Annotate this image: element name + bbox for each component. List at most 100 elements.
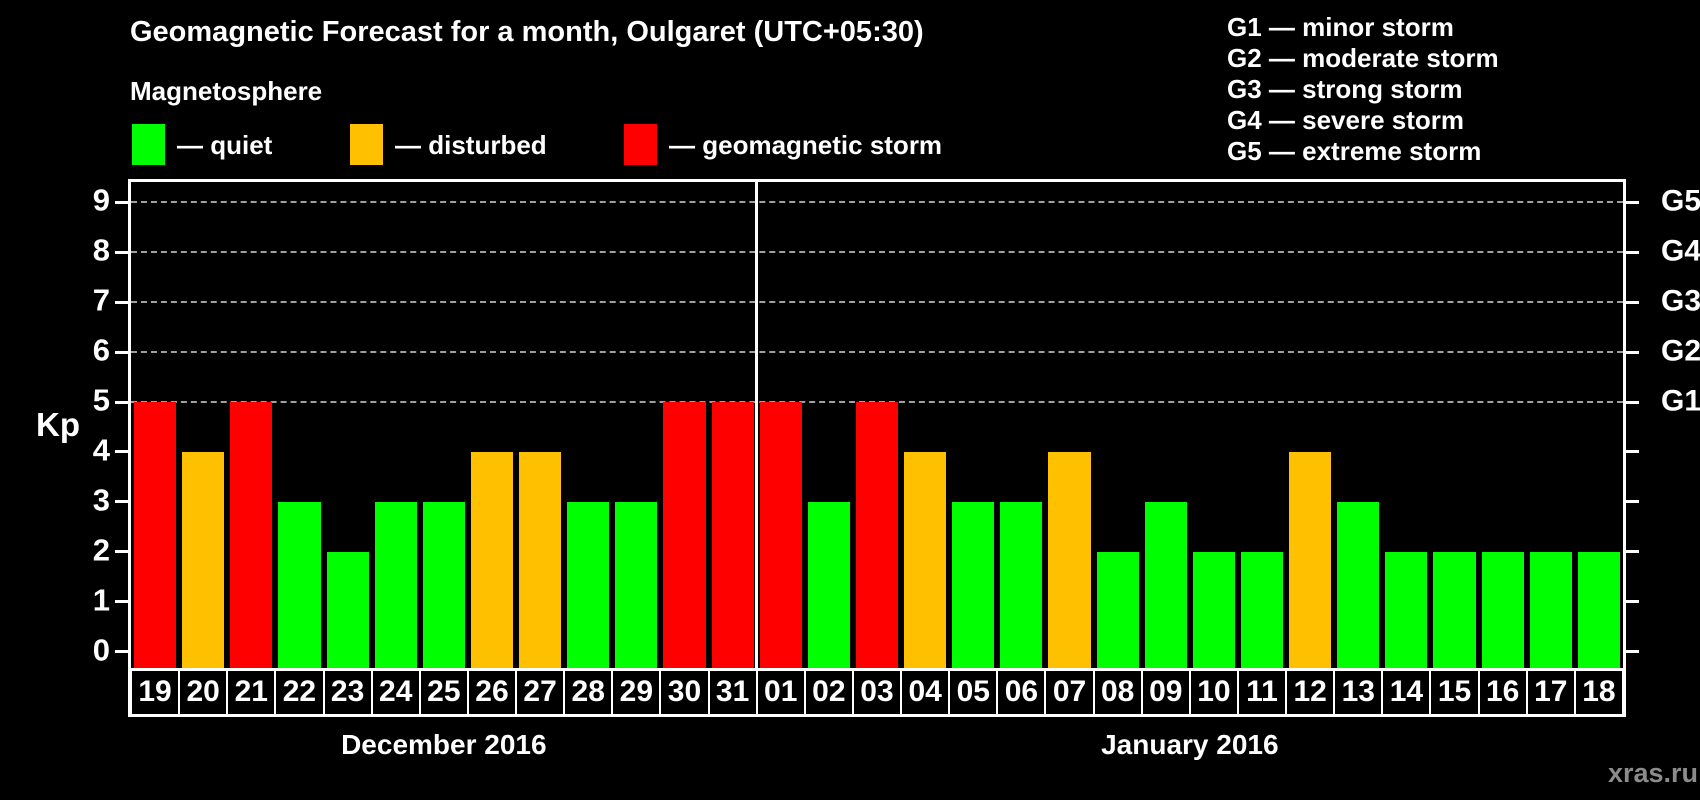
watermark: xras.ru (1607, 758, 1698, 788)
kp-bar-day-28 (567, 501, 610, 668)
day-label-cell: 21 (228, 670, 275, 714)
kp-bar-day-22 (278, 501, 321, 668)
day-label-cell: 18 (1575, 670, 1622, 714)
gridline-kp8 (131, 251, 1623, 254)
day-label-cell: 20 (180, 670, 227, 714)
day-label-cell: 02 (805, 670, 852, 714)
day-label-cell: 26 (468, 670, 516, 714)
status-legend: — quiet — disturbed — geomagnetic storm (132, 122, 1032, 168)
magnetosphere-label: Magnetosphere (130, 76, 323, 106)
y-axis-tick-left (115, 350, 128, 354)
kp-bar-day-11 (1240, 551, 1284, 668)
y-axis-tick-left (115, 600, 128, 604)
month-label: January 2016 (1101, 729, 1279, 760)
day-label-cell: 09 (1142, 670, 1189, 714)
y-axis-tick-left (115, 300, 128, 304)
storm-scale-legend-line: G4 — severe storm (1227, 105, 1465, 135)
day-label-cell: 19 (132, 670, 179, 714)
month-label: December 2016 (341, 729, 547, 760)
kp-bar-day-18 (1577, 551, 1620, 668)
legend-item-label: — disturbed (395, 130, 547, 160)
kp-bar-day-10 (1192, 551, 1235, 668)
y-axis-tick-label: 2 (92, 532, 110, 568)
y-axis-tick-label: 9 (92, 182, 110, 218)
y-axis-tick-right (1626, 400, 1639, 404)
gridline-kp9 (131, 201, 1623, 204)
day-label-cell: 05 (950, 670, 997, 714)
y-axis-tick-right (1626, 600, 1639, 604)
kp-bar-day-08 (1096, 551, 1139, 668)
day-label-cell: 31 (709, 670, 756, 714)
kp-bar-day-02 (807, 501, 850, 668)
y-axis-tick-label: 4 (92, 432, 110, 468)
quiet-swatch-icon (132, 124, 165, 165)
day-label-cell: 27 (517, 670, 564, 714)
kp-bar-day-03 (855, 402, 899, 668)
day-label-cell: 13 (1335, 670, 1382, 714)
y-axis-tick-label: 6 (92, 332, 110, 368)
y-axis-tick-left (115, 500, 128, 504)
kp-bar-day-05 (952, 501, 995, 668)
day-label-cell: 11 (1238, 670, 1286, 714)
gridline-kp7 (131, 301, 1623, 304)
day-label-cell: 29 (613, 670, 660, 714)
day-label-cell: 30 (661, 670, 708, 714)
y-axis-tick-left (115, 400, 128, 404)
y-axis-tick-right (1626, 250, 1639, 254)
storm-scale-legend: G1 — minor storm G2 — moderate storm G3 — … (1227, 12, 1499, 167)
g-scale-label-g2: G2 (1661, 334, 1700, 368)
y-axis-tick-left (115, 450, 128, 454)
kp-bar-day-26 (470, 451, 514, 668)
kp-bar-day-01 (759, 402, 802, 668)
y-axis-tick-label: 0 (92, 632, 110, 668)
kp-bar-day-04 (904, 451, 947, 668)
legend-item-label: — quiet (177, 130, 273, 160)
y-axis-tick-left (115, 650, 128, 653)
y-axis-tick-right (1626, 300, 1639, 304)
day-label-cell: 04 (902, 670, 949, 714)
day-label-cell: 25 (420, 670, 467, 714)
y-axis-tick-right (1626, 650, 1639, 653)
day-label-cell: 14 (1383, 670, 1430, 714)
y-axis-label: Kp (36, 406, 80, 443)
day-label-cell: 15 (1431, 670, 1478, 714)
kp-bar-day-23 (326, 551, 369, 668)
storm-scale-legend-line: G5 — extreme storm (1227, 136, 1482, 166)
kp-bar-day-17 (1529, 551, 1572, 668)
day-label-cell: 24 (372, 670, 419, 714)
y-axis-tick-left (115, 250, 128, 254)
legend-item-quiet: — quiet (132, 122, 392, 168)
day-label-cell: 17 (1527, 670, 1574, 714)
kp-bar-day-06 (1000, 501, 1043, 668)
day-label-cell: 01 (757, 670, 804, 714)
kp-bar-day-29 (615, 501, 658, 668)
kp-bar-day-21 (230, 402, 273, 668)
kp-bar-day-19 (134, 402, 177, 668)
y-axis-tick-left (115, 200, 128, 204)
kp-bar-day-31 (711, 402, 754, 668)
kp-bar-day-24 (374, 501, 417, 668)
kp-bar-day-15 (1433, 551, 1476, 668)
day-label-cell: 12 (1287, 670, 1334, 714)
y-axis-tick-label: 7 (92, 282, 110, 318)
day-label-cell: 10 (1190, 670, 1237, 714)
y-axis-tick-right (1626, 350, 1639, 354)
storm-swatch-icon (624, 124, 657, 165)
legend-item-storm: — geomagnetic storm (624, 122, 942, 168)
storm-scale-legend-line: G1 — minor storm (1227, 12, 1454, 42)
y-axis-tick-label: 1 (92, 582, 110, 618)
day-label-cell: 28 (565, 670, 612, 714)
y-axis-tick-left (115, 550, 128, 554)
y-axis-tick-label: 3 (92, 482, 110, 518)
day-label-cell: 16 (1479, 670, 1526, 714)
y-axis-tick-label: 5 (92, 382, 110, 418)
gridline-kp6 (131, 351, 1623, 354)
kp-bar-day-09 (1144, 501, 1187, 668)
y-axis-tick-right (1626, 450, 1639, 454)
kp-bar-day-14 (1385, 551, 1428, 668)
g-scale-label-g4: G4 (1661, 234, 1700, 268)
kp-bar-day-25 (422, 501, 465, 668)
storm-scale-legend-line: G2 — moderate storm (1227, 43, 1499, 73)
